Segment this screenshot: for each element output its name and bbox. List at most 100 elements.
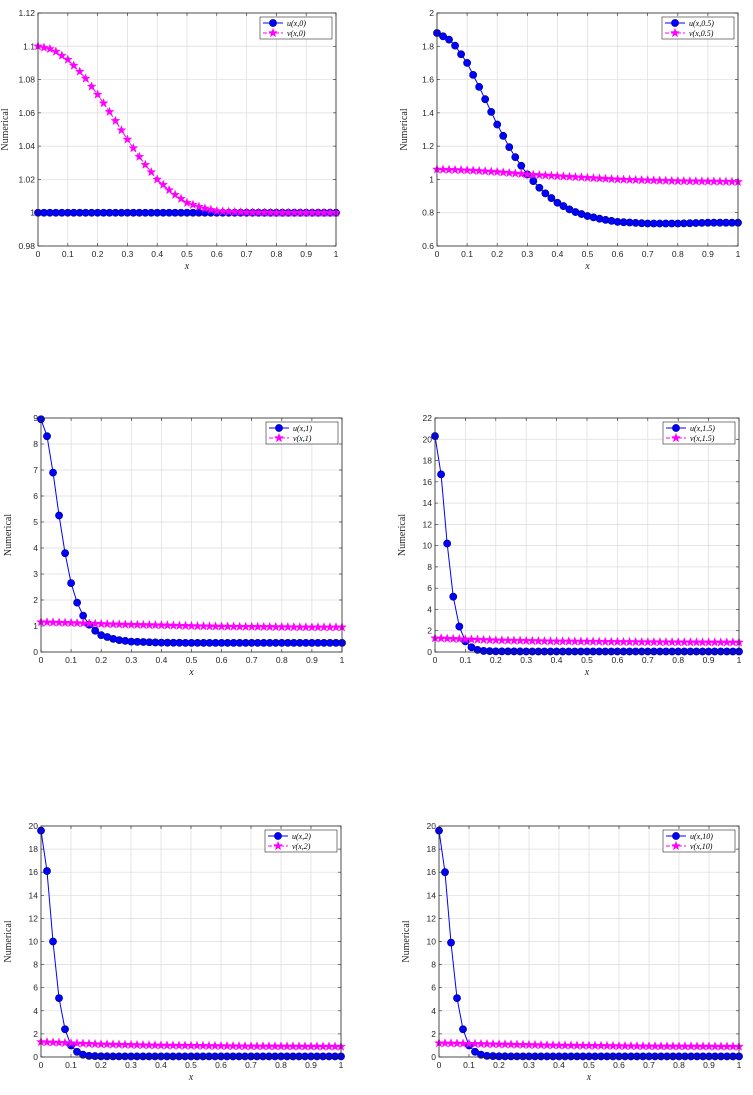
data-point xyxy=(552,170,563,181)
y-tick-label: 16 xyxy=(423,477,433,487)
series-v xyxy=(33,41,341,217)
data-point xyxy=(504,167,515,178)
series-v xyxy=(432,164,743,187)
legend-marker xyxy=(671,19,679,27)
x-tick-label: 0.2 xyxy=(491,249,503,259)
y-axis-label: Numerical xyxy=(397,514,408,556)
data-point xyxy=(140,159,151,169)
chart-1: 0 0.1 0.2 0.3 0.4 0.5 0.6 0.7 0.8 0.9 1 0.98 1 1.02 1.… xyxy=(0,8,341,272)
data-point xyxy=(487,107,496,116)
x-axis-label: x xyxy=(188,1072,194,1083)
x-tick-label: 0.9 xyxy=(702,249,714,259)
legend-entry: v(x,1) xyxy=(293,434,312,443)
y-tick-label: 3 xyxy=(33,569,38,579)
x-tick-label: 0.1 xyxy=(65,1060,77,1070)
data-point xyxy=(558,171,569,181)
data-point xyxy=(547,194,556,202)
data-point xyxy=(42,1037,52,1047)
y-tick-label: 12 xyxy=(423,519,433,529)
x-tick-label: 0.2 xyxy=(95,655,107,665)
y-tick-label: 2 xyxy=(33,1029,38,1039)
legend: u(x,0)v(x,0) xyxy=(259,16,333,40)
data-point xyxy=(441,868,449,877)
legend-marker xyxy=(274,432,284,443)
x-tick-label: 0.2 xyxy=(493,1060,505,1070)
x-axis-label: x xyxy=(584,261,590,272)
y-tick-label: 0 xyxy=(33,647,38,657)
data-point xyxy=(146,166,157,177)
data-point xyxy=(86,81,97,91)
data-point xyxy=(522,169,533,179)
x-tick-label: 0.4 xyxy=(551,249,563,259)
y-tick-label: 14 xyxy=(29,890,39,900)
x-tick-label: 0.3 xyxy=(121,249,133,259)
axes-box xyxy=(40,825,342,1058)
x-tick-label: 0.6 xyxy=(611,655,623,665)
y-tick-label: 2 xyxy=(427,626,432,636)
x-tick-label: 0 xyxy=(437,1060,442,1070)
data-point xyxy=(49,937,57,946)
y-tick-label: 4 xyxy=(431,1006,436,1016)
legend-entry: u(x,10) xyxy=(690,832,713,841)
data-point xyxy=(469,71,478,79)
chart-6: 0 0.1 0.2 0.3 0.4 0.5 0.6 0.7 0.8 0.9 102468101214… xyxy=(401,821,744,1083)
x-tick-label: 0.8 xyxy=(672,655,684,665)
data-point xyxy=(606,173,617,184)
data-point xyxy=(498,167,509,177)
y-tick-label: 12 xyxy=(29,913,39,923)
data-point xyxy=(176,193,186,203)
data-point xyxy=(541,189,550,198)
x-tick-label: 0.5 xyxy=(583,1060,595,1070)
legend-marker xyxy=(274,832,282,840)
legend-entry: u(x,2) xyxy=(292,832,311,841)
x-tick-label: 0.9 xyxy=(703,1060,715,1070)
y-axis-label: Numerical xyxy=(3,920,14,962)
data-point xyxy=(55,511,63,520)
x-tick-label: 0.7 xyxy=(642,249,654,259)
y-tick-label: 4 xyxy=(427,604,432,614)
y-tick-label: 1.08 xyxy=(18,75,35,85)
data-point xyxy=(223,206,234,216)
x-tick-label: 0 xyxy=(39,1060,44,1070)
data-point xyxy=(510,168,521,178)
y-tick-label: 10 xyxy=(427,937,437,947)
axes-box xyxy=(40,417,343,653)
series-u xyxy=(431,432,743,656)
x-tick-label: 0.5 xyxy=(581,655,593,665)
data-point xyxy=(60,1037,70,1048)
data-point xyxy=(582,172,593,182)
gridlines xyxy=(40,825,342,1058)
data-point xyxy=(182,197,192,207)
x-tick-label: 0 xyxy=(36,249,41,259)
data-point xyxy=(199,203,210,213)
y-tick-label: 16 xyxy=(427,867,437,877)
legend-marker xyxy=(671,432,681,443)
x-tick-label: 0.8 xyxy=(672,249,684,259)
x-tick-label: 0.6 xyxy=(612,249,624,259)
axes-box xyxy=(436,12,739,247)
x-tick-label: 0.9 xyxy=(300,249,312,259)
legend: u(x,0.5)v(x,0.5) xyxy=(661,16,735,40)
y-tick-label: 1.06 xyxy=(18,108,35,118)
x-tick-label: 1 xyxy=(340,655,345,665)
y-tick-label: 0.98 xyxy=(18,241,35,251)
data-point xyxy=(540,170,551,180)
gridlines xyxy=(434,417,740,653)
data-point xyxy=(48,1037,58,1047)
data-point xyxy=(546,170,557,180)
data-point xyxy=(564,171,575,181)
legend-entry: u(x,1) xyxy=(293,424,312,433)
axis-ticks: 0 0.1 0.2 0.3 0.4 0.5 0.6 0.7 0.8 0.9 102468101214… xyxy=(29,821,344,1070)
data-point xyxy=(462,165,473,175)
data-point xyxy=(480,166,491,176)
y-tick-label: 6 xyxy=(33,983,38,993)
x-tick-label: 0.2 xyxy=(95,1060,107,1070)
data-point xyxy=(56,50,67,60)
y-tick-label: 2 xyxy=(429,8,434,18)
data-point xyxy=(170,189,181,199)
legend: u(x,10)v(x,10) xyxy=(662,829,736,853)
data-point xyxy=(78,1038,88,1048)
data-point xyxy=(492,166,503,177)
y-tick-label: 6 xyxy=(431,983,436,993)
